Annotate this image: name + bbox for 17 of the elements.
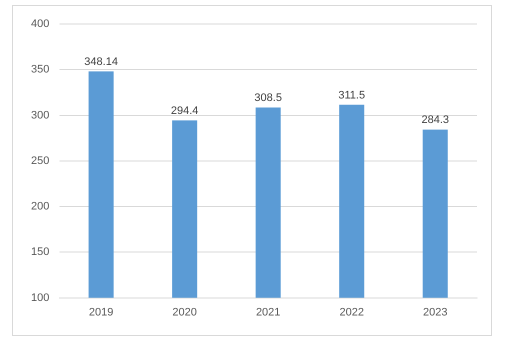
x-tick-label: 2019 [88, 306, 114, 318]
data-label: 284.3 [421, 114, 449, 126]
y-tick-label: 350 [30, 64, 50, 76]
y-tick-label: 200 [30, 200, 50, 213]
x-tick-label: 2020 [172, 306, 197, 318]
x-tick-label: 2021 [256, 306, 280, 318]
x-tick-label: 2022 [339, 306, 364, 318]
data-label: 308.5 [254, 92, 282, 104]
data-label: 348.14 [84, 56, 118, 68]
y-tick-label: 150 [30, 246, 50, 258]
data-label: 311.5 [338, 89, 366, 102]
y-tick-label: 400 [30, 18, 50, 30]
y-tick-label: 100 [30, 292, 50, 304]
data-label: 294.4 [170, 104, 198, 117]
y-tick-label: 250 [30, 154, 50, 167]
y-tick-label: 300 [30, 109, 50, 122]
x-tick-label: 2023 [422, 306, 448, 318]
